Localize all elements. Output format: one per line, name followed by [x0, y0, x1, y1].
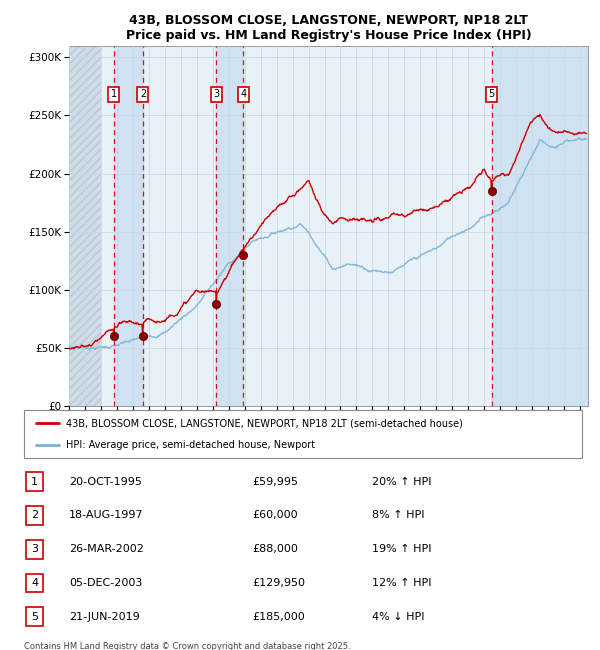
Text: Contains HM Land Registry data © Crown copyright and database right 2025.: Contains HM Land Registry data © Crown c…: [24, 642, 350, 650]
Text: 20-OCT-1995: 20-OCT-1995: [69, 476, 142, 487]
Text: 19% ↑ HPI: 19% ↑ HPI: [372, 544, 431, 554]
Bar: [26, 540, 43, 558]
Bar: [114, 46, 143, 406]
Text: 26-MAR-2002: 26-MAR-2002: [69, 544, 144, 554]
Text: 5: 5: [31, 612, 38, 622]
Text: 4: 4: [241, 89, 247, 99]
Text: 4: 4: [31, 578, 38, 588]
Text: 05-DEC-2003: 05-DEC-2003: [69, 578, 142, 588]
Bar: [26, 608, 43, 626]
Text: 4% ↓ HPI: 4% ↓ HPI: [372, 612, 425, 622]
Text: £129,950: £129,950: [252, 578, 305, 588]
Text: £185,000: £185,000: [252, 612, 305, 622]
Title: 43B, BLOSSOM CLOSE, LANGSTONE, NEWPORT, NP18 2LT
Price paid vs. HM Land Registry: 43B, BLOSSOM CLOSE, LANGSTONE, NEWPORT, …: [125, 14, 532, 42]
Text: 43B, BLOSSOM CLOSE, LANGSTONE, NEWPORT, NP18 2LT (semi-detached house): 43B, BLOSSOM CLOSE, LANGSTONE, NEWPORT, …: [66, 418, 463, 428]
Text: 3: 3: [31, 544, 38, 554]
Text: 5: 5: [488, 89, 495, 99]
Text: 20% ↑ HPI: 20% ↑ HPI: [372, 476, 431, 487]
Bar: [26, 473, 43, 491]
Text: 2: 2: [140, 89, 146, 99]
Bar: [69, 46, 101, 406]
Text: 1: 1: [110, 89, 117, 99]
Text: 21-JUN-2019: 21-JUN-2019: [69, 612, 140, 622]
Text: 2: 2: [31, 510, 38, 521]
Text: 3: 3: [214, 89, 220, 99]
Text: £60,000: £60,000: [252, 510, 298, 521]
Text: 8% ↑ HPI: 8% ↑ HPI: [372, 510, 425, 521]
Text: 12% ↑ HPI: 12% ↑ HPI: [372, 578, 431, 588]
Bar: [26, 574, 43, 592]
Text: £88,000: £88,000: [252, 544, 298, 554]
Text: HPI: Average price, semi-detached house, Newport: HPI: Average price, semi-detached house,…: [66, 439, 315, 450]
Bar: [26, 506, 43, 525]
Text: £59,995: £59,995: [252, 476, 298, 487]
Bar: [217, 46, 244, 406]
Text: 1: 1: [31, 476, 38, 487]
Text: 18-AUG-1997: 18-AUG-1997: [69, 510, 143, 521]
Bar: [492, 46, 588, 406]
